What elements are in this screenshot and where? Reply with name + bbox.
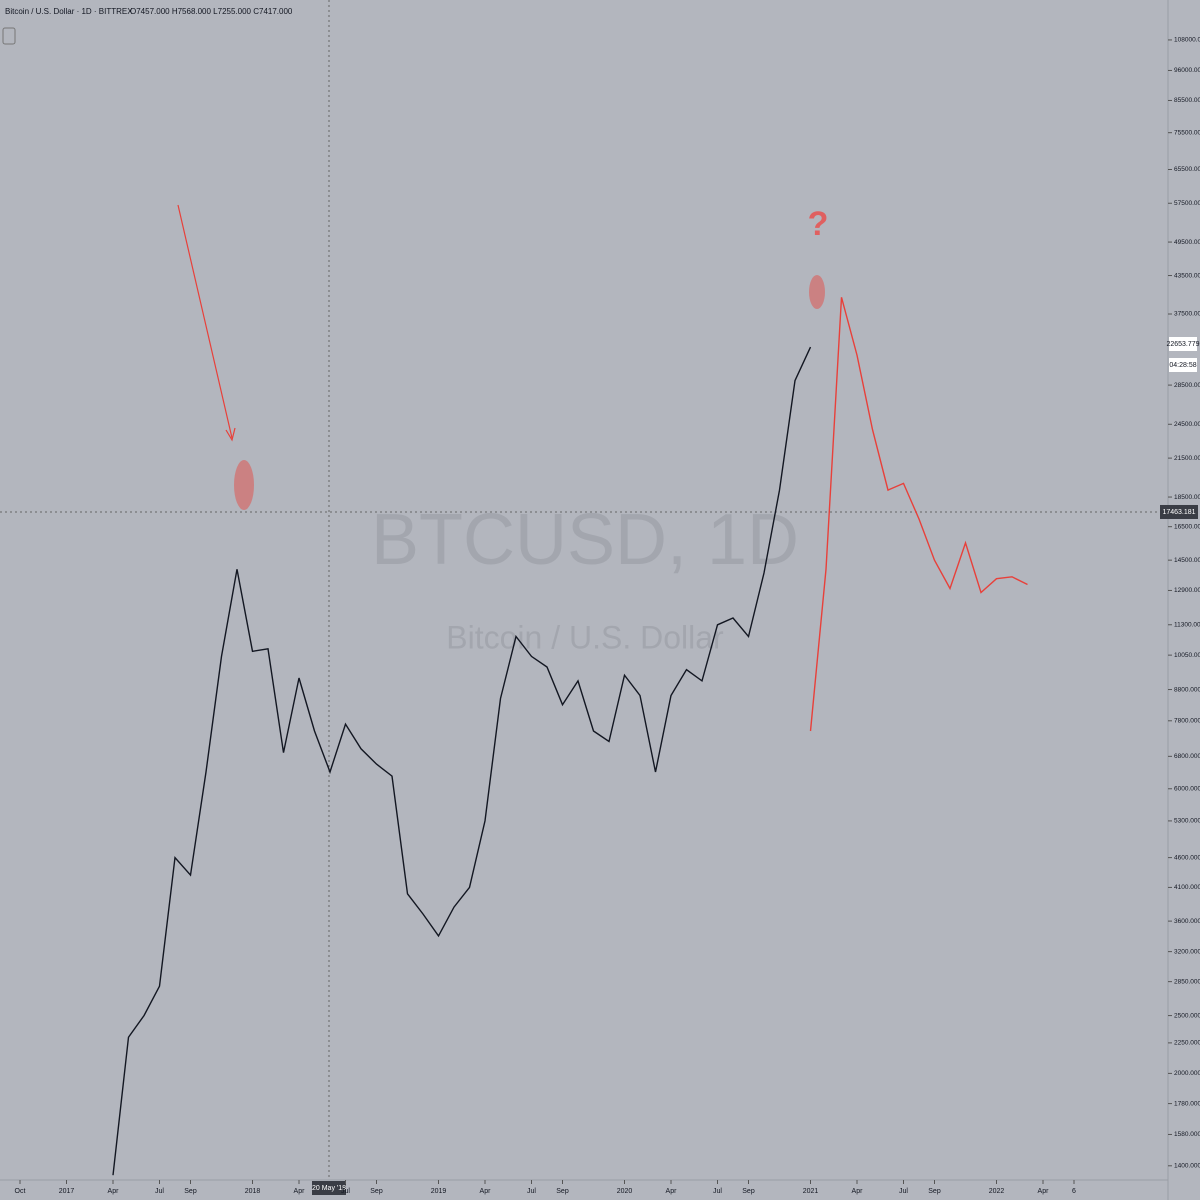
x-tick-label: 2019 (431, 1188, 447, 1195)
x-tick-label: Jul (713, 1188, 722, 1195)
y-tick-label: 2500.000 (1174, 1012, 1200, 1019)
y-tick-label: 65500.000 (1174, 166, 1200, 173)
y-tick-label: 28500.000 (1174, 382, 1200, 389)
top-circle (809, 275, 825, 309)
ohlc: O7457.000 H7568.000 L7255.000 C7417.000 (130, 7, 293, 16)
countdown-box (1169, 358, 1197, 372)
last-price-label: 22653.779 (1166, 341, 1199, 348)
crosshair-price-box (1160, 504, 1198, 519)
y-tick-label: 75500.000 (1174, 129, 1200, 136)
x-tick-label: Sep (928, 1188, 941, 1195)
x-tick-label: 2021 (803, 1188, 819, 1195)
crosshair-x-label: 20 May '18 (312, 1185, 346, 1192)
y-tick-label: 16500.000 (1174, 523, 1200, 530)
y-tick-label: 2250.000 (1174, 1040, 1200, 1047)
x-tick-label: Jul (341, 1188, 350, 1195)
watermark-title: BTCUSD, 1D (371, 500, 799, 580)
last-price-box (1169, 337, 1197, 351)
arrow (177, 204, 233, 439)
x-tick-label: Apr (480, 1188, 492, 1195)
symbol-title: Bitcoin / U.S. Dollar · 1D · BITTREX (5, 7, 133, 16)
collapse-button[interactable] (2, 27, 16, 45)
question-mark: ? (808, 205, 829, 243)
x-tick-label: Apr (294, 1188, 306, 1195)
x-tick-label: 2018 (245, 1188, 261, 1195)
y-tick-label: 1580.000 (1174, 1131, 1200, 1138)
x-tick-label: 2017 (59, 1188, 75, 1195)
y-tick-label: 96000.000 (1174, 67, 1200, 74)
y-tick-label: 7800.000 (1174, 718, 1200, 725)
x-tick-label: Sep (556, 1188, 569, 1195)
x-tick-label: Apr (108, 1188, 120, 1195)
y-tick-label: 11300.000 (1174, 621, 1200, 628)
y-tick-label: 4100.000 (1174, 884, 1200, 891)
price-line (112, 346, 812, 1176)
y-tick-label: 24500.000 (1174, 421, 1200, 428)
x-tick-label: Sep (742, 1188, 755, 1195)
y-tick-label: 1780.000 (1174, 1100, 1200, 1107)
y-tick-label: 57500.000 (1174, 200, 1200, 207)
y-tick-label: 14500.000 (1174, 557, 1200, 564)
top-circle (234, 460, 254, 510)
y-tick-label: 108000.000 (1174, 37, 1200, 44)
y-tick-label: 1400.000 (1174, 1163, 1200, 1170)
y-tick-label: 85500.000 (1174, 97, 1200, 104)
x-tick-label: 6 (1072, 1188, 1076, 1195)
y-tick-label: 6800.000 (1174, 753, 1200, 760)
x-tick-label: Apr (1038, 1188, 1050, 1195)
x-tick-label: Jul (155, 1188, 164, 1195)
x-tick-label: Jul (527, 1188, 536, 1195)
y-tick-label: 3600.000 (1174, 918, 1200, 925)
price-line (809, 297, 1028, 732)
y-tick-label: 18500.000 (1174, 494, 1200, 501)
x-tick-label: 2022 (989, 1188, 1005, 1195)
y-tick-label: 5300.000 (1174, 818, 1200, 825)
y-tick-label: 49500.000 (1174, 239, 1200, 246)
y-tick-label: 2850.000 (1174, 978, 1200, 985)
watermark-subtitle: Bitcoin / U.S. Dollar (446, 619, 724, 655)
y-tick-label: 2000.000 (1174, 1070, 1200, 1077)
y-tick-label: 10050.000 (1174, 652, 1200, 659)
x-tick-label: Oct (15, 1188, 26, 1195)
crosshair-x-box (312, 1181, 346, 1195)
arrow-head (225, 427, 236, 442)
y-tick-label: 21500.000 (1174, 455, 1200, 462)
x-tick-label: Sep (370, 1188, 383, 1195)
x-tick-label: Jul (899, 1188, 908, 1195)
y-tick-label: 4600.000 (1174, 854, 1200, 861)
y-tick-label: 37500.000 (1174, 311, 1200, 318)
countdown-label: 04:28:58 (1169, 362, 1196, 369)
x-tick-label: Apr (666, 1188, 678, 1195)
y-tick-label: 6000.000 (1174, 785, 1200, 792)
x-tick-label: Apr (852, 1188, 864, 1195)
y-tick-label: 12900.000 (1174, 587, 1200, 594)
x-tick-label: 2020 (617, 1188, 633, 1195)
y-tick-label: 43500.000 (1174, 272, 1200, 279)
x-tick-label: Sep (184, 1188, 197, 1195)
y-tick-label: 3200.000 (1174, 948, 1200, 955)
y-tick-label: 8800.000 (1174, 686, 1200, 693)
crosshair-price-label: 17463.181 (1162, 509, 1195, 516)
